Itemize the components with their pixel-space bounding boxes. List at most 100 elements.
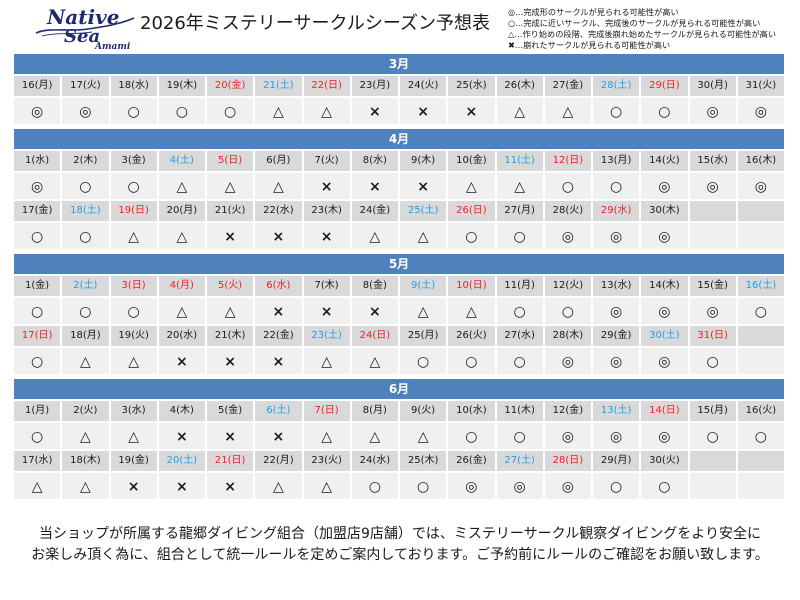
date-cell: 21(火) <box>207 201 254 221</box>
legend-text: 崩れたサークルが見られる可能性が高い <box>523 40 671 50</box>
forecast-mark-cell: ○ <box>448 348 495 374</box>
date-cell: 22(日) <box>303 76 350 96</box>
forecast-mark-cell: ○ <box>544 173 591 199</box>
date-cell: 27(土) <box>496 451 543 471</box>
footer-notice: 当ショップが所属する龍郷ダイビング組合（加盟店9店舗）では、ミステリーサークル観… <box>0 524 800 566</box>
forecast-mark-cell: ○ <box>62 298 109 324</box>
forecast-mark-cell: ◎ <box>14 173 61 199</box>
forecast-mark-cell: ○ <box>737 423 784 449</box>
empty-cell <box>737 201 784 221</box>
date-cell: 3(水) <box>110 401 157 421</box>
date-cell: 30(火) <box>641 451 688 471</box>
date-cell: 14(日) <box>641 401 688 421</box>
forecast-mark-cell: ○ <box>689 348 736 374</box>
date-cell: 21(日) <box>207 451 254 471</box>
page-title: 2026年ミステリーサークルシーズン予想表 <box>140 13 491 34</box>
date-cell: 1(水) <box>14 151 61 171</box>
date-cell: 3(日) <box>110 276 157 296</box>
legend-text: 作り始めの段階、完成後崩れ始めたサークルが見られる可能性が高い <box>522 29 777 39</box>
forecast-mark-cell: ○ <box>62 223 109 249</box>
month-header: 5月 <box>14 254 784 274</box>
date-cell: 23(月) <box>351 76 398 96</box>
forecast-mark-cell: ◎ <box>641 348 688 374</box>
mark-row: ○ △ △ × × × △ △ △ ○ ○ ◎ ◎ ◎ ○ ○ <box>14 423 784 449</box>
forecast-mark-cell: ○ <box>110 298 157 324</box>
date-cell: 25(水) <box>448 76 495 96</box>
date-cell: 8(金) <box>351 276 398 296</box>
forecast-mark-cell: ◎ <box>737 173 784 199</box>
empty-cell <box>689 473 736 499</box>
forecast-mark-cell: ○ <box>496 348 543 374</box>
forecast-mark-cell: △ <box>255 473 302 499</box>
date-cell: 10(日) <box>448 276 495 296</box>
forecast-mark-cell: × <box>303 223 350 249</box>
legend-symbol: ✖ <box>508 40 515 50</box>
date-cell: 25(土) <box>400 201 447 221</box>
date-cell: 18(木) <box>62 451 109 471</box>
date-cell: 6(水) <box>255 276 302 296</box>
forecast-mark-cell: △ <box>255 173 302 199</box>
date-cell: 9(土) <box>400 276 447 296</box>
date-cell: 8(月) <box>351 401 398 421</box>
date-cell: 5(日) <box>207 151 254 171</box>
date-cell: 17(水) <box>14 451 61 471</box>
forecast-mark-cell: △ <box>303 423 350 449</box>
month-header: 3月 <box>14 54 784 74</box>
forecast-mark-cell: ○ <box>496 223 543 249</box>
forecast-mark-cell: × <box>351 98 398 124</box>
forecast-mark-cell: △ <box>207 173 254 199</box>
forecast-mark-cell: △ <box>158 173 205 199</box>
legend-symbol: △ <box>508 29 515 39</box>
date-cell: 15(水) <box>689 151 736 171</box>
forecast-mark-cell: × <box>255 348 302 374</box>
date-cell: 22(金) <box>255 326 302 346</box>
forecast-mark-cell: △ <box>351 348 398 374</box>
forecast-mark-cell: × <box>158 348 205 374</box>
legend-item-cross: ✖…崩れたサークルが見られる可能性が高い <box>508 40 792 51</box>
legend-symbol: ◎ <box>508 7 516 17</box>
forecast-mark-cell: ○ <box>593 98 640 124</box>
date-row: 1(月) 2(火) 3(水) 4(木) 5(金) 6(土) 7(日) 8(月) 9(火) 10(水… <box>14 401 784 421</box>
forecast-mark-cell: × <box>207 223 254 249</box>
forecast-mark-cell: △ <box>400 223 447 249</box>
legend-item-double-circle: ◎…完成形のサークルが見られる可能性が高い <box>508 7 792 18</box>
date-cell: 12(金) <box>544 401 591 421</box>
date-cell: 14(火) <box>641 151 688 171</box>
date-cell: 19(木) <box>158 76 205 96</box>
date-cell: 6(土) <box>255 401 302 421</box>
forecast-mark-cell: ◎ <box>689 98 736 124</box>
date-cell: 23(木) <box>303 201 350 221</box>
forecast-mark-cell: × <box>400 98 447 124</box>
date-cell: 11(月) <box>496 276 543 296</box>
date-cell: 17(日) <box>14 326 61 346</box>
empty-cell <box>689 223 736 249</box>
date-cell: 10(金) <box>448 151 495 171</box>
forecast-mark-cell: △ <box>400 423 447 449</box>
forecast-mark-cell: △ <box>496 98 543 124</box>
forecast-mark-cell: × <box>207 348 254 374</box>
date-cell: 20(水) <box>158 326 205 346</box>
forecast-mark-cell: ◎ <box>62 98 109 124</box>
forecast-mark-cell: ◎ <box>641 423 688 449</box>
forecast-mark-cell: △ <box>110 423 157 449</box>
date-row: 1(水) 2(木) 3(金) 4(土) 5(日) 6(月) 7(火) 8(水) 9(木) 10(金… <box>14 151 784 171</box>
date-cell: 31(火) <box>737 76 784 96</box>
legend-separator: … <box>514 40 524 50</box>
forecast-mark-cell: △ <box>303 473 350 499</box>
date-cell: 12(火) <box>544 276 591 296</box>
forecast-mark-cell: ○ <box>593 473 640 499</box>
logo-wave-swoosh-inner <box>41 31 93 37</box>
date-cell: 26(日) <box>448 201 495 221</box>
forecast-mark-cell: × <box>158 423 205 449</box>
forecast-mark-cell: ○ <box>14 223 61 249</box>
date-cell: 29(日) <box>641 76 688 96</box>
date-cell: 28(土) <box>593 76 640 96</box>
date-row: 1(金) 2(土) 3(日) 4(月) 5(火) 6(水) 7(木) 8(金) 9(土) 10(日… <box>14 276 784 296</box>
forecast-mark-cell: ○ <box>207 98 254 124</box>
forecast-mark-cell: ○ <box>110 173 157 199</box>
date-cell: 18(土) <box>62 201 109 221</box>
forecast-mark-cell: △ <box>110 348 157 374</box>
date-cell: 12(日) <box>544 151 591 171</box>
date-cell: 29(水) <box>593 201 640 221</box>
forecast-mark-cell: ○ <box>496 423 543 449</box>
